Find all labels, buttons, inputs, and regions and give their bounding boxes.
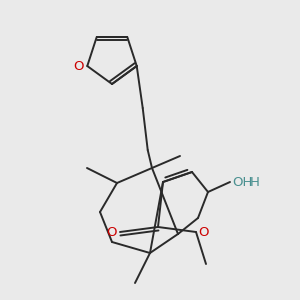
Text: O: O [106, 226, 117, 238]
Text: O: O [198, 226, 208, 238]
Text: OH: OH [232, 176, 252, 188]
Text: O: O [73, 59, 83, 73]
Text: H: H [250, 176, 260, 188]
